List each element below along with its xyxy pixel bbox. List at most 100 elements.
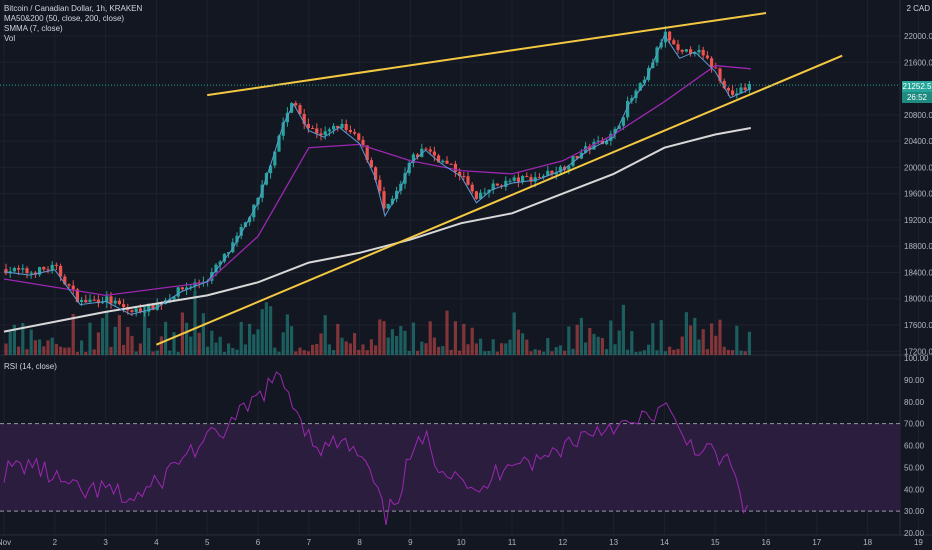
time-tick-label: 9 [408,538,413,547]
time-tick-label: 10 [457,538,466,547]
candle-body [248,217,252,223]
volume-bar [495,351,499,355]
volume-bar [491,339,495,355]
volume-bar [134,351,138,355]
volume-bar [374,345,378,355]
candle-body [180,287,184,290]
volume-bar [382,321,386,355]
volume-bar [630,331,634,355]
candle-body [172,296,176,300]
volume-bar [739,350,743,355]
volume-bar [466,344,470,355]
candle-body [701,49,705,56]
time-tick-label: 3 [103,538,108,547]
volume-bar [508,339,512,355]
ma-legend[interactable]: MA50&200 (50, close, 200, close) [4,14,125,23]
candle-body [655,47,659,63]
candle-body [256,197,260,205]
volume-bar [290,326,294,355]
candle-body [533,177,537,182]
volume-bar [185,322,189,355]
volume-bar [579,317,583,355]
volume-bar [17,346,21,355]
volume-bar [525,339,529,355]
vol-legend[interactable]: Vol [4,34,16,43]
volume-bar [462,323,466,355]
volume-bar [697,339,701,355]
volume-bar [260,309,264,355]
volume-bar [365,350,369,355]
candle-body [617,125,621,129]
volume-bar [710,323,714,355]
volume-bar [617,330,621,355]
volume-bar [420,341,424,355]
volume-bar [214,342,218,355]
candle-body [298,105,302,114]
volume-bar [197,332,201,355]
candle-body [348,129,352,133]
candle-body [407,162,411,174]
smma-line [3,34,752,316]
candle-body [218,261,222,265]
time-tick-label: 18 [863,538,872,547]
volume-bar [227,343,231,355]
candle-body [491,183,495,190]
candle-body [600,140,604,145]
volume-bar [239,321,243,355]
volume-bar [105,311,109,355]
volume-bar [264,302,268,355]
candle-body [92,299,96,301]
volume-bar [411,322,415,355]
candle-body [134,308,138,313]
time-tick-label: 19 [914,538,923,547]
volume-bar [668,346,672,355]
candle-body [84,299,88,303]
candle-body [705,55,709,59]
candle-body [516,177,520,182]
volume-bar [676,348,680,355]
volume-bar [4,343,8,355]
candle-body [592,141,596,150]
price-tick-label: 20400.0 [904,137,932,146]
candle-body [332,125,336,130]
candle-body [689,49,693,55]
candle-body [239,227,243,236]
candle-body [487,189,491,193]
candle-body [630,98,634,101]
volume-bar [571,348,575,355]
volume-bar [483,351,487,355]
price-tick-label: 18400.0 [904,268,932,277]
volume-bar [138,343,142,355]
volume-bar [642,350,646,355]
volume-bar [479,338,483,355]
symbol-title[interactable]: Bitcoin / Canadian Dollar, 1h, KRAKEN [4,4,143,13]
volume-bar [407,350,411,355]
candle-body [504,180,508,187]
volume-bar [600,338,604,355]
volume-bar [596,336,600,355]
volume-bar [176,351,180,355]
volume-bar [550,351,554,355]
candle-body [67,284,71,286]
volume-bar [605,349,609,355]
volume-bar [172,332,176,355]
volume-bar [285,314,289,355]
volume-bar [332,350,336,355]
candle-body [651,62,655,69]
candle-body [449,163,453,165]
volume-bar [584,342,588,355]
rsi-tick-label: 80.00 [904,398,925,407]
volume-bar [659,320,663,355]
volume-bar [437,346,441,355]
rsi-legend[interactable]: RSI (14, close) [4,362,57,371]
smma-legend[interactable]: SMMA (7, close) [4,24,63,33]
candle-body [113,300,117,304]
candle-body [273,151,277,166]
volume-bar [8,331,12,355]
candle-body [621,117,625,126]
price-tick-label: 18000.0 [904,295,932,304]
volume-bar [743,351,747,355]
candle-body [277,135,281,152]
rsi-tick-label: 30.00 [904,507,925,516]
